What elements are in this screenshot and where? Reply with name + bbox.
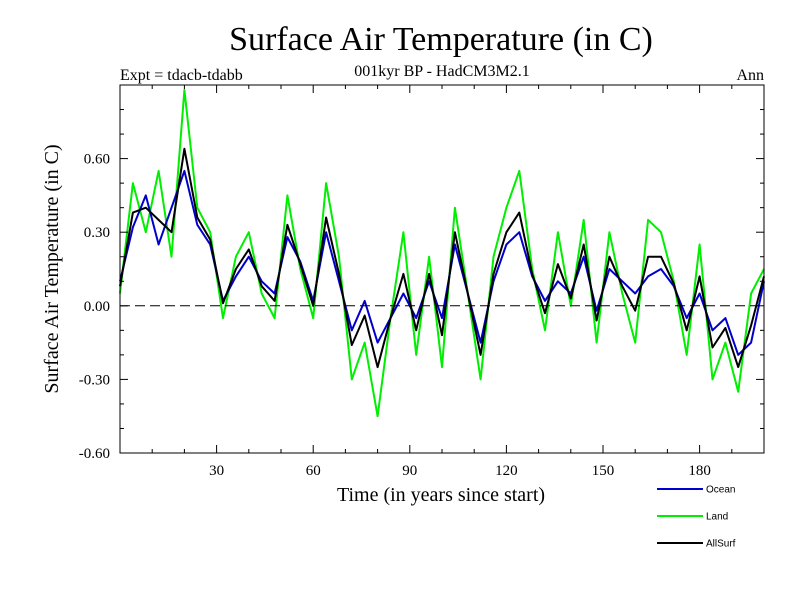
x-tick-label: 30 [209,463,224,479]
x-tick-label: 120 [495,463,518,479]
series-layer [119,88,765,418]
chart-subtitle: 001kyr BP - HadCM3M2.1 [354,63,529,80]
plot-frame [119,84,765,454]
y-axis-label: Surface Air Temperature (in C) [41,144,63,393]
legend-label-land: Land [706,512,728,523]
legend-label-allsurf: AllSurf [706,539,736,550]
x-tick-label: 150 [592,463,615,479]
period-label: Ann [736,67,764,84]
series-line-allsurf [119,147,765,369]
legend: Ocean Land AllSurf [657,485,736,550]
y-tick-label: -0.60 [79,446,110,462]
tick-layer: 30 60 90 120 150 180 -0.60 -0.30 0.00 0.30 0.60 [79,85,764,479]
chart-title: Surface Air Temperature (in C) [229,21,653,58]
y-tick-label: 0.60 [84,152,110,168]
x-axis-label: Time (in years since start) [337,484,545,506]
x-tick-label: 60 [306,463,321,479]
y-tick-label: 0.30 [84,225,110,241]
legend-label-ocean: Ocean [706,485,735,496]
experiment-label: Expt = tdacb-tdabb [120,67,243,84]
y-tick-label: -0.30 [79,372,110,388]
x-tick-label: 90 [402,463,417,479]
x-tick-label: 180 [688,463,711,479]
series-line-land [119,88,765,418]
y-tick-label: 0.00 [84,299,110,315]
